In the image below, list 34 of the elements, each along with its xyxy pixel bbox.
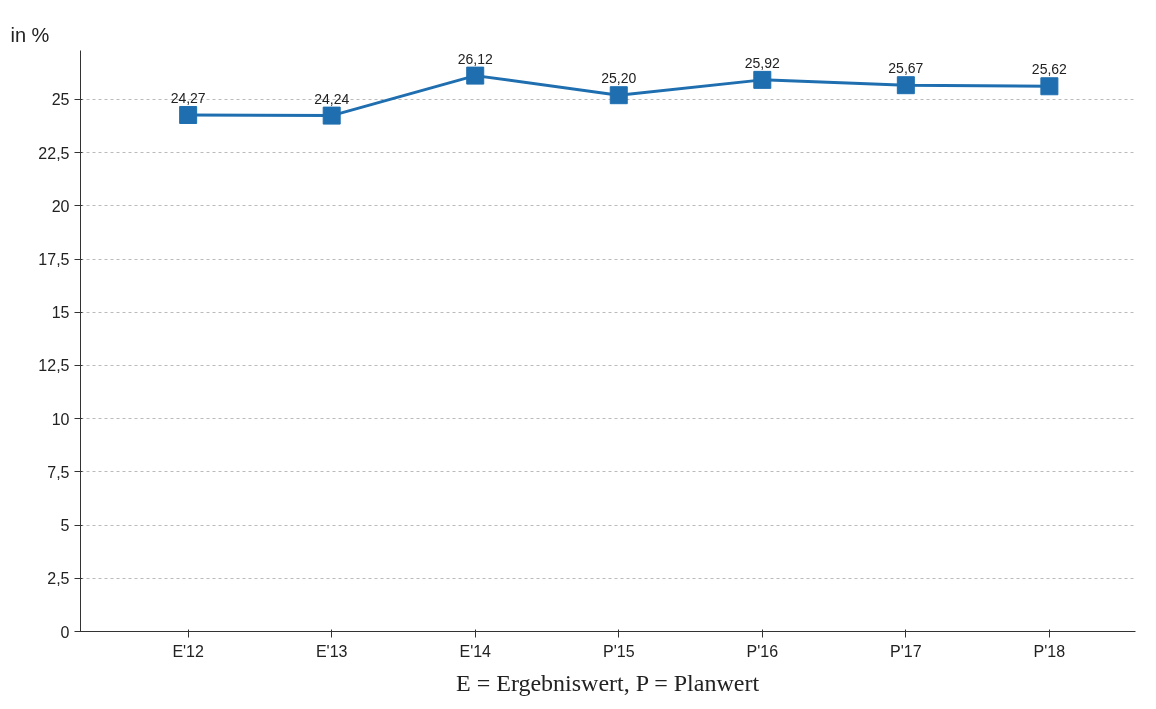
point	[179, 105, 198, 124]
x-tick-label: P'15	[603, 642, 635, 660]
data-label: 25,67	[888, 60, 924, 77]
x-tick-label: P'18	[1033, 642, 1066, 660]
data-label: 25,62	[1031, 61, 1068, 78]
x-tick-label: P'17	[890, 642, 922, 660]
y-tick-label: 17,5	[38, 251, 70, 269]
data-label: 26,12	[457, 50, 493, 67]
point	[322, 106, 341, 125]
point	[753, 70, 772, 89]
text: E = Ergebniswert, P = Planwert	[456, 669, 760, 696]
y-tick-label: 10	[51, 410, 70, 428]
y-tick-label: 7,5	[47, 463, 70, 481]
data-label: 25,92	[744, 54, 781, 71]
y-tick-label: 25	[51, 91, 70, 109]
y-tick-label: 12,5	[38, 357, 70, 375]
x-tick-label: E'12	[172, 642, 205, 660]
y-tick-label: 5	[60, 517, 70, 535]
data-label: 24,24	[314, 90, 350, 107]
point	[1040, 77, 1059, 96]
data-label: 25,20	[601, 70, 637, 87]
y-tick-label: 20	[51, 197, 70, 215]
y-axis-title: in %	[10, 23, 50, 46]
point	[896, 76, 915, 95]
y-tick-label: 0	[60, 623, 70, 641]
x-tick-label: P'16	[746, 642, 779, 660]
data-label: 24,27	[170, 89, 206, 106]
y-tick-label: 22,5	[38, 144, 70, 162]
point	[609, 86, 628, 105]
x-tick-label: E'14	[459, 642, 492, 660]
y-tick-label: 2,5	[47, 570, 70, 588]
y-tick-label: 15	[51, 304, 70, 322]
x-tick-label: E'13	[315, 642, 348, 660]
point	[466, 66, 485, 85]
